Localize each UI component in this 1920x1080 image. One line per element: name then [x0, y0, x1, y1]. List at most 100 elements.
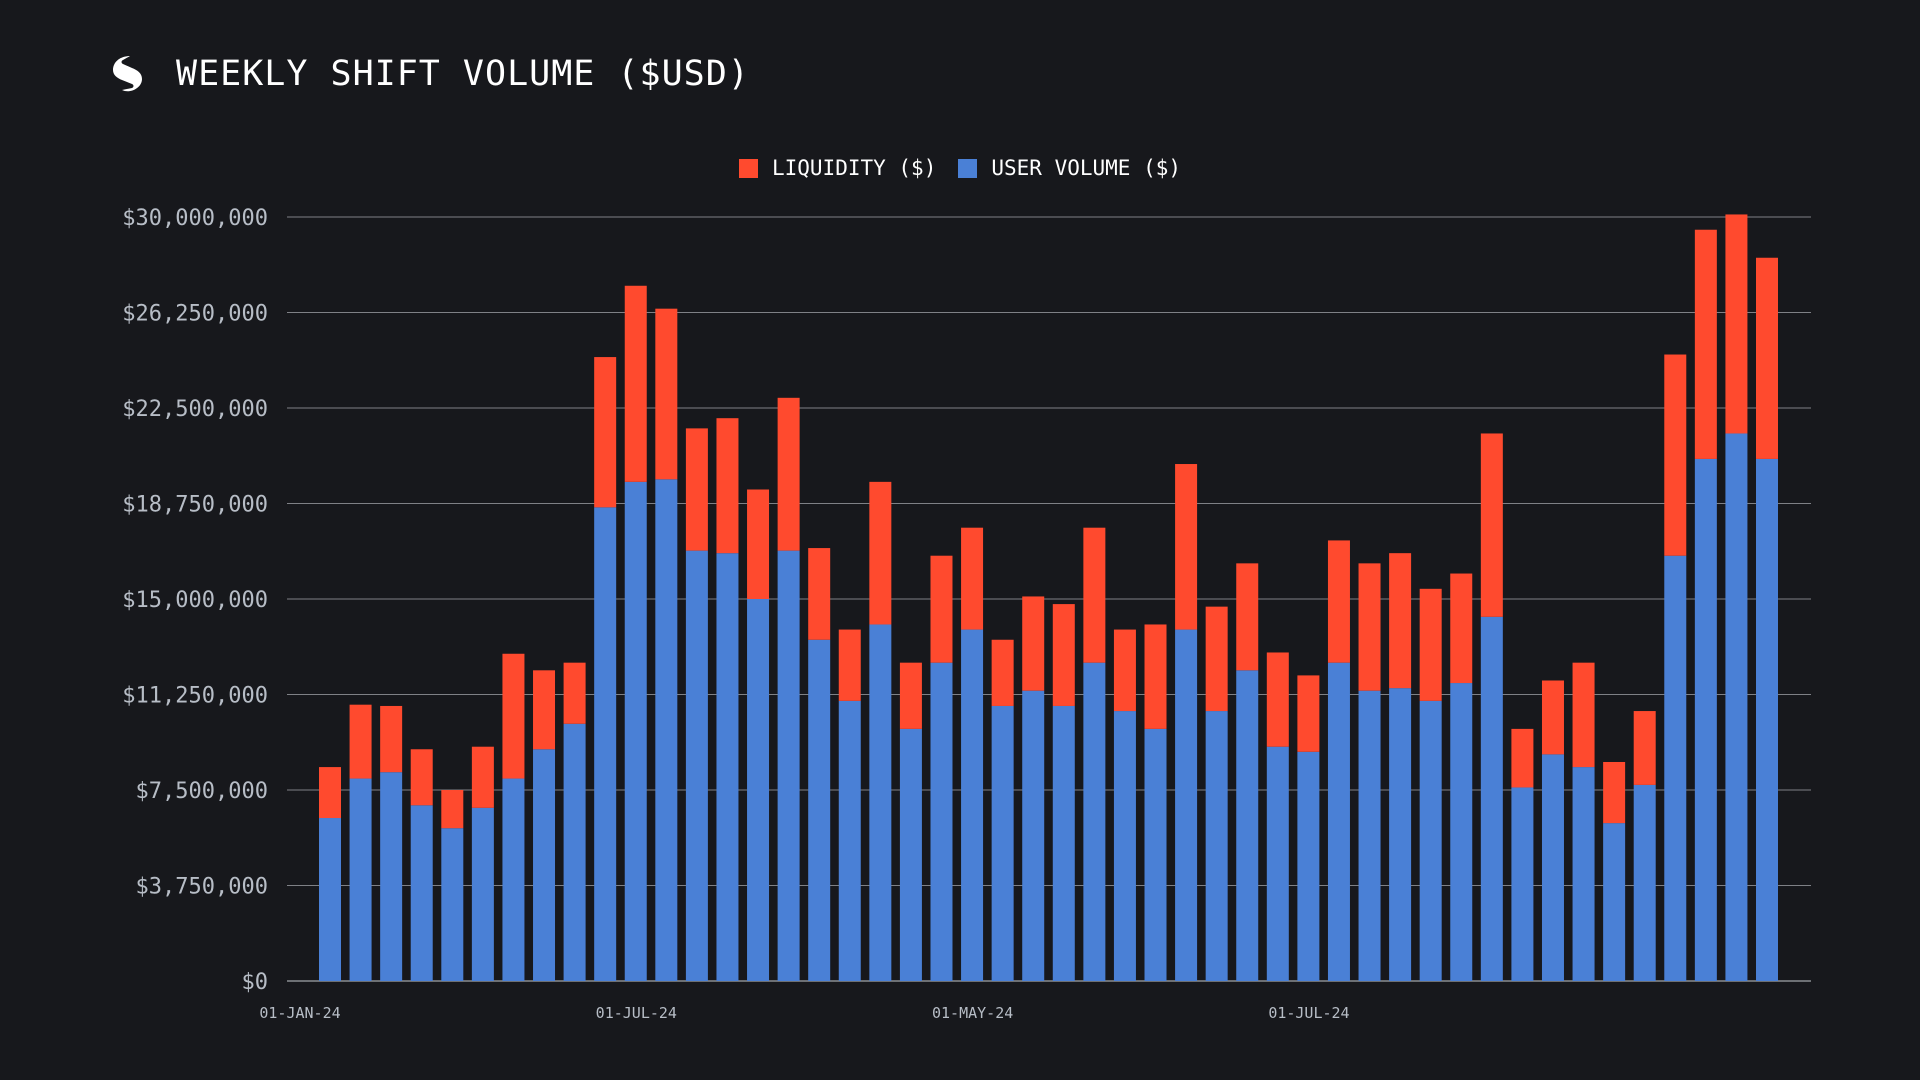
bar-user-volume[interactable]: [1480, 616, 1503, 981]
bar-liquidity[interactable]: [1664, 354, 1687, 556]
bar-liquidity[interactable]: [685, 428, 708, 551]
bar-liquidity[interactable]: [349, 704, 372, 779]
bar-user-volume[interactable]: [563, 723, 586, 981]
bar-liquidity[interactable]: [1450, 573, 1473, 684]
bar-liquidity[interactable]: [655, 308, 678, 480]
bar-user-volume[interactable]: [1052, 705, 1075, 981]
bar-liquidity[interactable]: [716, 418, 739, 554]
bar-liquidity[interactable]: [1266, 652, 1289, 747]
bar-user-volume[interactable]: [1022, 690, 1045, 981]
bar-user-volume[interactable]: [533, 749, 556, 981]
bar-liquidity[interactable]: [1144, 624, 1167, 729]
bar-liquidity[interactable]: [1694, 229, 1717, 459]
bar-liquidity[interactable]: [1083, 527, 1106, 663]
bar-liquidity[interactable]: [1113, 629, 1136, 712]
bar-user-volume[interactable]: [1419, 700, 1442, 981]
bar-liquidity[interactable]: [1603, 761, 1626, 824]
bar-user-volume[interactable]: [1664, 555, 1687, 981]
bar-liquidity[interactable]: [1419, 588, 1442, 701]
bar-user-volume[interactable]: [624, 481, 647, 981]
bar-user-volume[interactable]: [1266, 746, 1289, 981]
bar-user-volume[interactable]: [838, 700, 861, 981]
bar-user-volume[interactable]: [1541, 754, 1564, 981]
bar-liquidity[interactable]: [594, 357, 617, 508]
bar-liquidity[interactable]: [441, 790, 464, 829]
bar-user-volume[interactable]: [410, 805, 433, 981]
bar-liquidity[interactable]: [991, 639, 1014, 706]
bar-user-volume[interactable]: [1694, 458, 1717, 981]
bar-liquidity[interactable]: [869, 481, 892, 625]
bar-liquidity[interactable]: [1633, 711, 1656, 785]
bar-user-volume[interactable]: [319, 818, 341, 981]
bar-liquidity[interactable]: [1541, 680, 1564, 755]
bar-user-volume[interactable]: [1297, 751, 1320, 981]
bar-user-volume[interactable]: [1358, 690, 1381, 981]
bar-liquidity[interactable]: [1327, 540, 1350, 663]
bar-user-volume[interactable]: [1144, 728, 1167, 981]
bar-liquidity[interactable]: [1297, 675, 1320, 752]
bar-liquidity[interactable]: [502, 653, 525, 779]
bar-user-volume[interactable]: [1633, 784, 1656, 981]
bar-user-volume[interactable]: [961, 629, 984, 981]
bar-liquidity[interactable]: [1236, 563, 1259, 671]
bar-liquidity[interactable]: [380, 705, 403, 773]
y-tick-label: $26,250,000: [122, 302, 268, 327]
bar-user-volume[interactable]: [1572, 767, 1595, 981]
bar-user-volume[interactable]: [1725, 433, 1748, 981]
bar-liquidity[interactable]: [1052, 604, 1075, 706]
legend-item-user-volume[interactable]: USER VOLUME ($): [958, 156, 1181, 180]
bar-user-volume[interactable]: [1450, 683, 1473, 981]
bar-liquidity[interactable]: [1022, 596, 1045, 691]
bar-user-volume[interactable]: [777, 550, 800, 981]
bar-user-volume[interactable]: [1389, 688, 1412, 981]
bar-user-volume[interactable]: [1113, 711, 1136, 981]
bar-user-volume[interactable]: [747, 599, 770, 981]
bar-liquidity[interactable]: [1389, 553, 1412, 689]
bar-liquidity[interactable]: [808, 548, 831, 640]
bar-user-volume[interactable]: [1603, 823, 1626, 981]
bar-liquidity[interactable]: [1205, 606, 1228, 712]
bar-liquidity[interactable]: [624, 285, 647, 482]
bar-user-volume[interactable]: [441, 828, 464, 981]
bar-liquidity[interactable]: [533, 670, 556, 750]
bar-user-volume[interactable]: [594, 507, 617, 981]
bar-liquidity[interactable]: [471, 746, 494, 808]
bar-user-volume[interactable]: [655, 479, 678, 981]
bar-user-volume[interactable]: [349, 778, 372, 981]
bar-liquidity[interactable]: [747, 489, 770, 599]
bar-user-volume[interactable]: [1083, 662, 1106, 981]
bar-liquidity[interactable]: [319, 767, 341, 819]
bar-liquidity[interactable]: [899, 662, 922, 729]
bar-user-volume[interactable]: [502, 778, 525, 981]
bar-user-volume[interactable]: [1175, 629, 1198, 981]
bar-liquidity[interactable]: [777, 397, 800, 551]
bar-liquidity[interactable]: [1725, 214, 1748, 434]
bar-user-volume[interactable]: [1327, 662, 1350, 981]
bar-user-volume[interactable]: [1756, 458, 1778, 981]
legend-item-liquidity[interactable]: LIQUIDITY ($): [738, 156, 936, 180]
bar-liquidity[interactable]: [410, 749, 433, 806]
bar-user-volume[interactable]: [1511, 787, 1534, 981]
bar-user-volume[interactable]: [685, 550, 708, 981]
bar-user-volume[interactable]: [1236, 670, 1259, 981]
bar-liquidity[interactable]: [838, 629, 861, 701]
bar-user-volume[interactable]: [380, 772, 403, 981]
bar-liquidity[interactable]: [1480, 433, 1503, 617]
bar-user-volume[interactable]: [991, 705, 1014, 981]
bar-liquidity[interactable]: [1358, 563, 1381, 691]
bar-liquidity[interactable]: [1756, 257, 1778, 459]
bar-user-volume[interactable]: [930, 662, 953, 981]
bar-liquidity[interactable]: [1511, 728, 1534, 788]
bar-liquidity[interactable]: [961, 527, 984, 630]
bar-liquidity[interactable]: [930, 555, 953, 663]
bar-user-volume[interactable]: [808, 639, 831, 981]
bar-user-volume[interactable]: [1205, 711, 1228, 981]
bar-user-volume[interactable]: [716, 553, 739, 981]
bar-user-volume[interactable]: [471, 807, 494, 981]
bar-liquidity[interactable]: [1175, 464, 1198, 630]
bar-user-volume[interactable]: [869, 624, 892, 981]
bar-user-volume[interactable]: [899, 728, 922, 981]
bar-liquidity[interactable]: [1572, 662, 1595, 768]
bar-liquidity[interactable]: [563, 662, 586, 724]
